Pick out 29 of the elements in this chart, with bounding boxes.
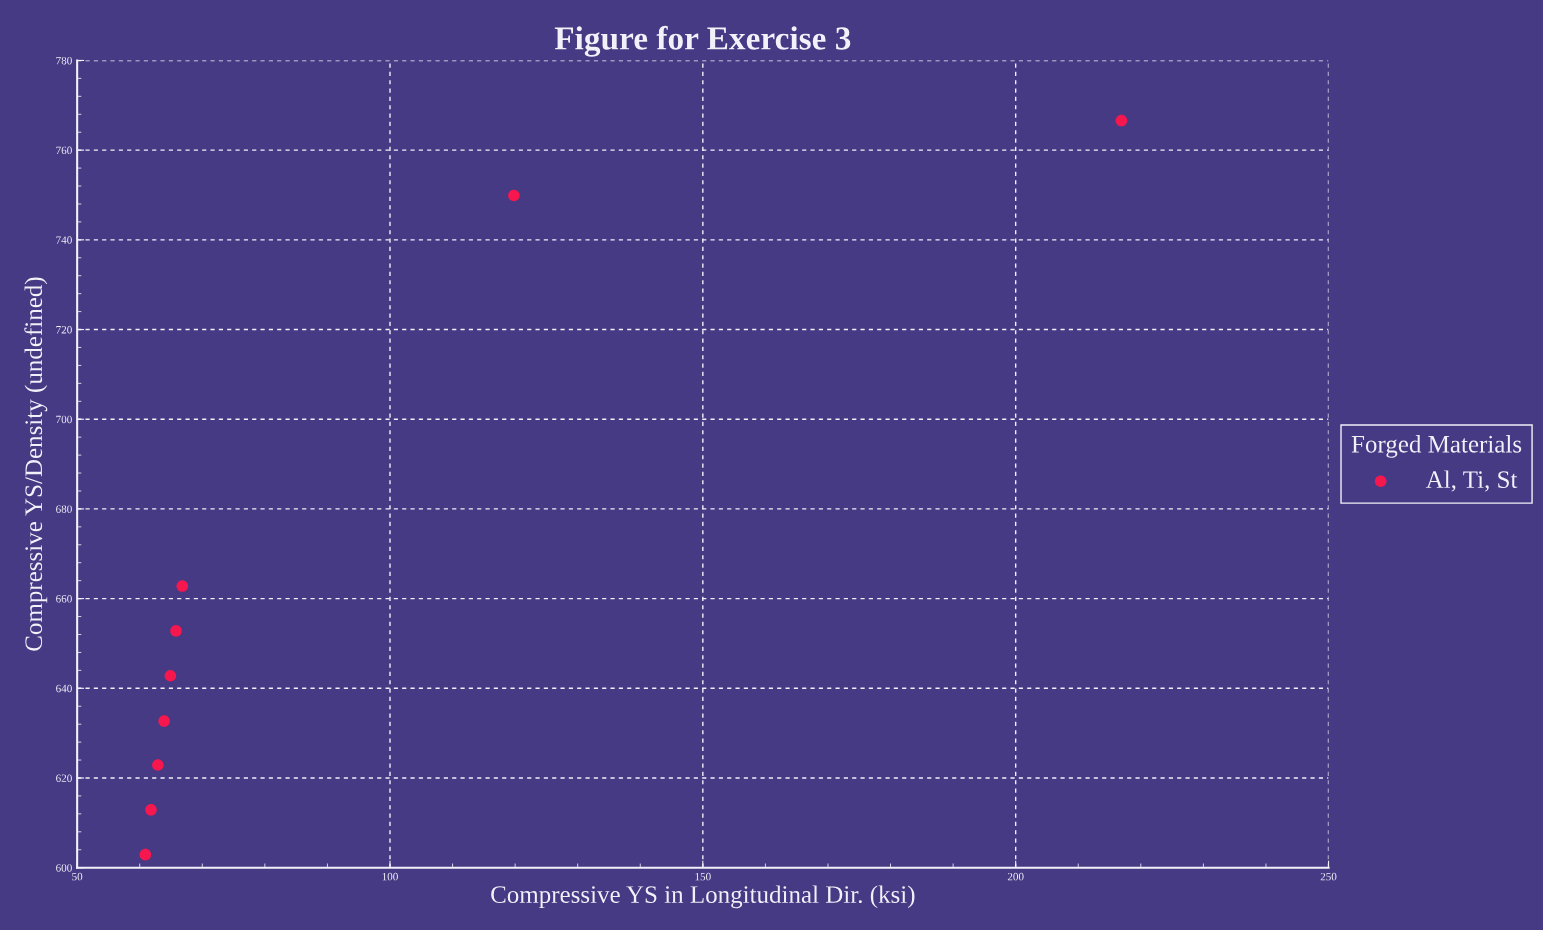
y-tick-label: 620: [56, 774, 72, 782]
point: [176, 580, 189, 592]
point: [508, 189, 520, 202]
y-axis-title: Compressive YS/Density (undefined): [24, 277, 48, 651]
point: [139, 848, 152, 861]
legend-label: Al, Ti, St: [1425, 470, 1518, 492]
x-tick-label: 100: [382, 872, 398, 881]
point: [152, 759, 164, 771]
y-tick-label: 680: [56, 505, 72, 513]
y-tick-label: 640: [56, 684, 72, 693]
y-tick-label: 660: [56, 595, 72, 603]
y-tick-label: 700: [56, 415, 72, 424]
y-tick-label: 600: [56, 864, 72, 872]
legend-title: Forged Materials: [1351, 435, 1522, 458]
x-tick-label: 250: [1320, 872, 1337, 881]
point: [145, 804, 157, 816]
y-tick-label: 740: [56, 236, 72, 244]
x-tick-label: 200: [1007, 872, 1024, 881]
x-axis-title: Compressive YS in Longitudinal Dir. (ksi): [491, 885, 915, 909]
point: [164, 669, 177, 682]
y-tick-label: 720: [56, 326, 72, 334]
x-tick-label: 150: [695, 872, 711, 881]
point: [158, 715, 170, 727]
chart-title: Figure for Exercise 3: [554, 25, 851, 57]
point: [170, 625, 182, 637]
x-tick-label: 50: [72, 872, 83, 881]
point: [1115, 114, 1128, 127]
y-tick-label: 760: [56, 146, 72, 155]
y-tick-label: 780: [56, 56, 72, 65]
